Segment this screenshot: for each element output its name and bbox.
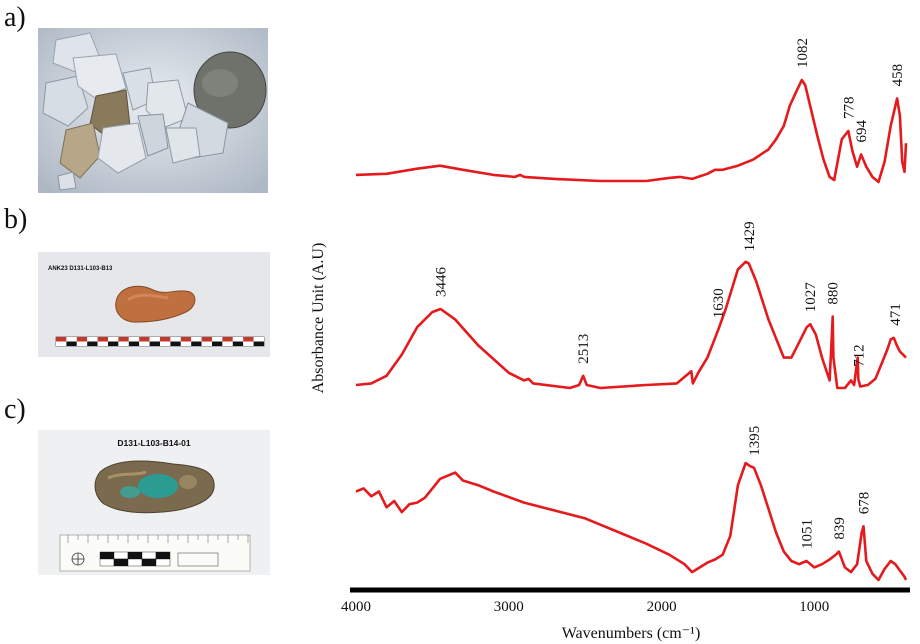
spectrum-line-c [355, 461, 908, 582]
scale-cell [212, 337, 223, 342]
peak-label: 1082 [795, 38, 811, 68]
peak-label: 1027 [803, 282, 819, 313]
sample-caption-b: ANK23 D131-L103-B13 [48, 266, 113, 272]
peak-label: 2513 [576, 334, 592, 364]
scale-cell [128, 337, 140, 342]
scale-cell [253, 337, 264, 342]
peak-label: 3446 [434, 267, 450, 298]
panel-label-a: a) [4, 2, 26, 33]
scale-cell [56, 341, 67, 346]
spectrum-line-a [355, 78, 908, 184]
scale-cell [149, 337, 160, 342]
scale-cell [243, 341, 254, 346]
glass-fragments-image [38, 28, 268, 193]
x-tick-label: 1000 [799, 599, 829, 615]
peak-label: 458 [890, 64, 906, 87]
scale-cell [118, 341, 129, 346]
peak-label: 839 [832, 517, 848, 540]
scale-cell [212, 341, 223, 346]
peak-label: 1395 [747, 426, 763, 456]
scale-cell [222, 337, 233, 342]
x-tick-label: 4000 [341, 599, 371, 615]
scale-cell [97, 337, 108, 342]
peak-label: 1630 [711, 288, 727, 318]
peak-label: 880 [826, 282, 842, 305]
scale-cell [66, 337, 77, 342]
scale-cell [128, 341, 140, 346]
scale-cell [97, 341, 108, 346]
scale-cell [139, 341, 150, 346]
x-tick-label: 3000 [494, 599, 524, 615]
peak-label: 694 [854, 120, 870, 143]
peak-label: 471 [888, 303, 904, 326]
scale-cell [76, 341, 88, 346]
scale-cell [232, 341, 244, 346]
sample-photo-c: D131-L103-B14-01 [38, 430, 270, 575]
orange-fragment-image [38, 252, 270, 357]
scale-cell [191, 337, 202, 342]
x-tick-label: 2000 [647, 599, 677, 615]
scale-cell [243, 337, 254, 342]
scale-cell [222, 341, 233, 346]
scale-cell [180, 341, 192, 346]
scale-cell [201, 341, 212, 346]
scale-cell [232, 337, 244, 342]
scale-cell [201, 337, 212, 342]
scale-cell [160, 341, 171, 346]
spectrum-line-b [355, 260, 907, 390]
scale-cell [191, 341, 202, 346]
scale-cell [139, 337, 150, 342]
scale-cell [160, 337, 171, 342]
peak-label: 1051 [800, 519, 816, 549]
scale-cell [87, 341, 98, 346]
peak-label: 678 [857, 492, 873, 515]
scale-cell [66, 341, 77, 346]
sample-photo-a [38, 28, 268, 193]
x-axis-title: Wavenumbers (cm⁻¹) [562, 625, 701, 642]
scale-cell [118, 337, 129, 342]
scale-cell [108, 341, 119, 346]
scale-cell [253, 341, 264, 346]
scale-cell [87, 337, 98, 342]
scale-cell [170, 341, 181, 346]
peak-label: 712 [851, 344, 867, 367]
scale-cell [56, 337, 67, 342]
peak-label: 778 [841, 97, 857, 120]
panel-label-b: b) [4, 204, 28, 235]
corroded-fragment-image [38, 430, 270, 575]
scale-cell [149, 341, 160, 346]
ruler-cell [155, 558, 171, 567]
panel-label-c: c) [4, 394, 26, 425]
scale-cell [180, 337, 192, 342]
y-axis-title: Absorbance Unit (A.U) [310, 243, 327, 394]
scale-cell [170, 337, 181, 342]
peak-label: 1429 [742, 221, 758, 251]
sample-photo-b: ANK23 D131-L103-B13 [38, 252, 270, 357]
scale-cell [76, 337, 88, 342]
scale-cell [108, 337, 119, 342]
sample-caption-c: D131-L103-B14-01 [117, 438, 191, 448]
